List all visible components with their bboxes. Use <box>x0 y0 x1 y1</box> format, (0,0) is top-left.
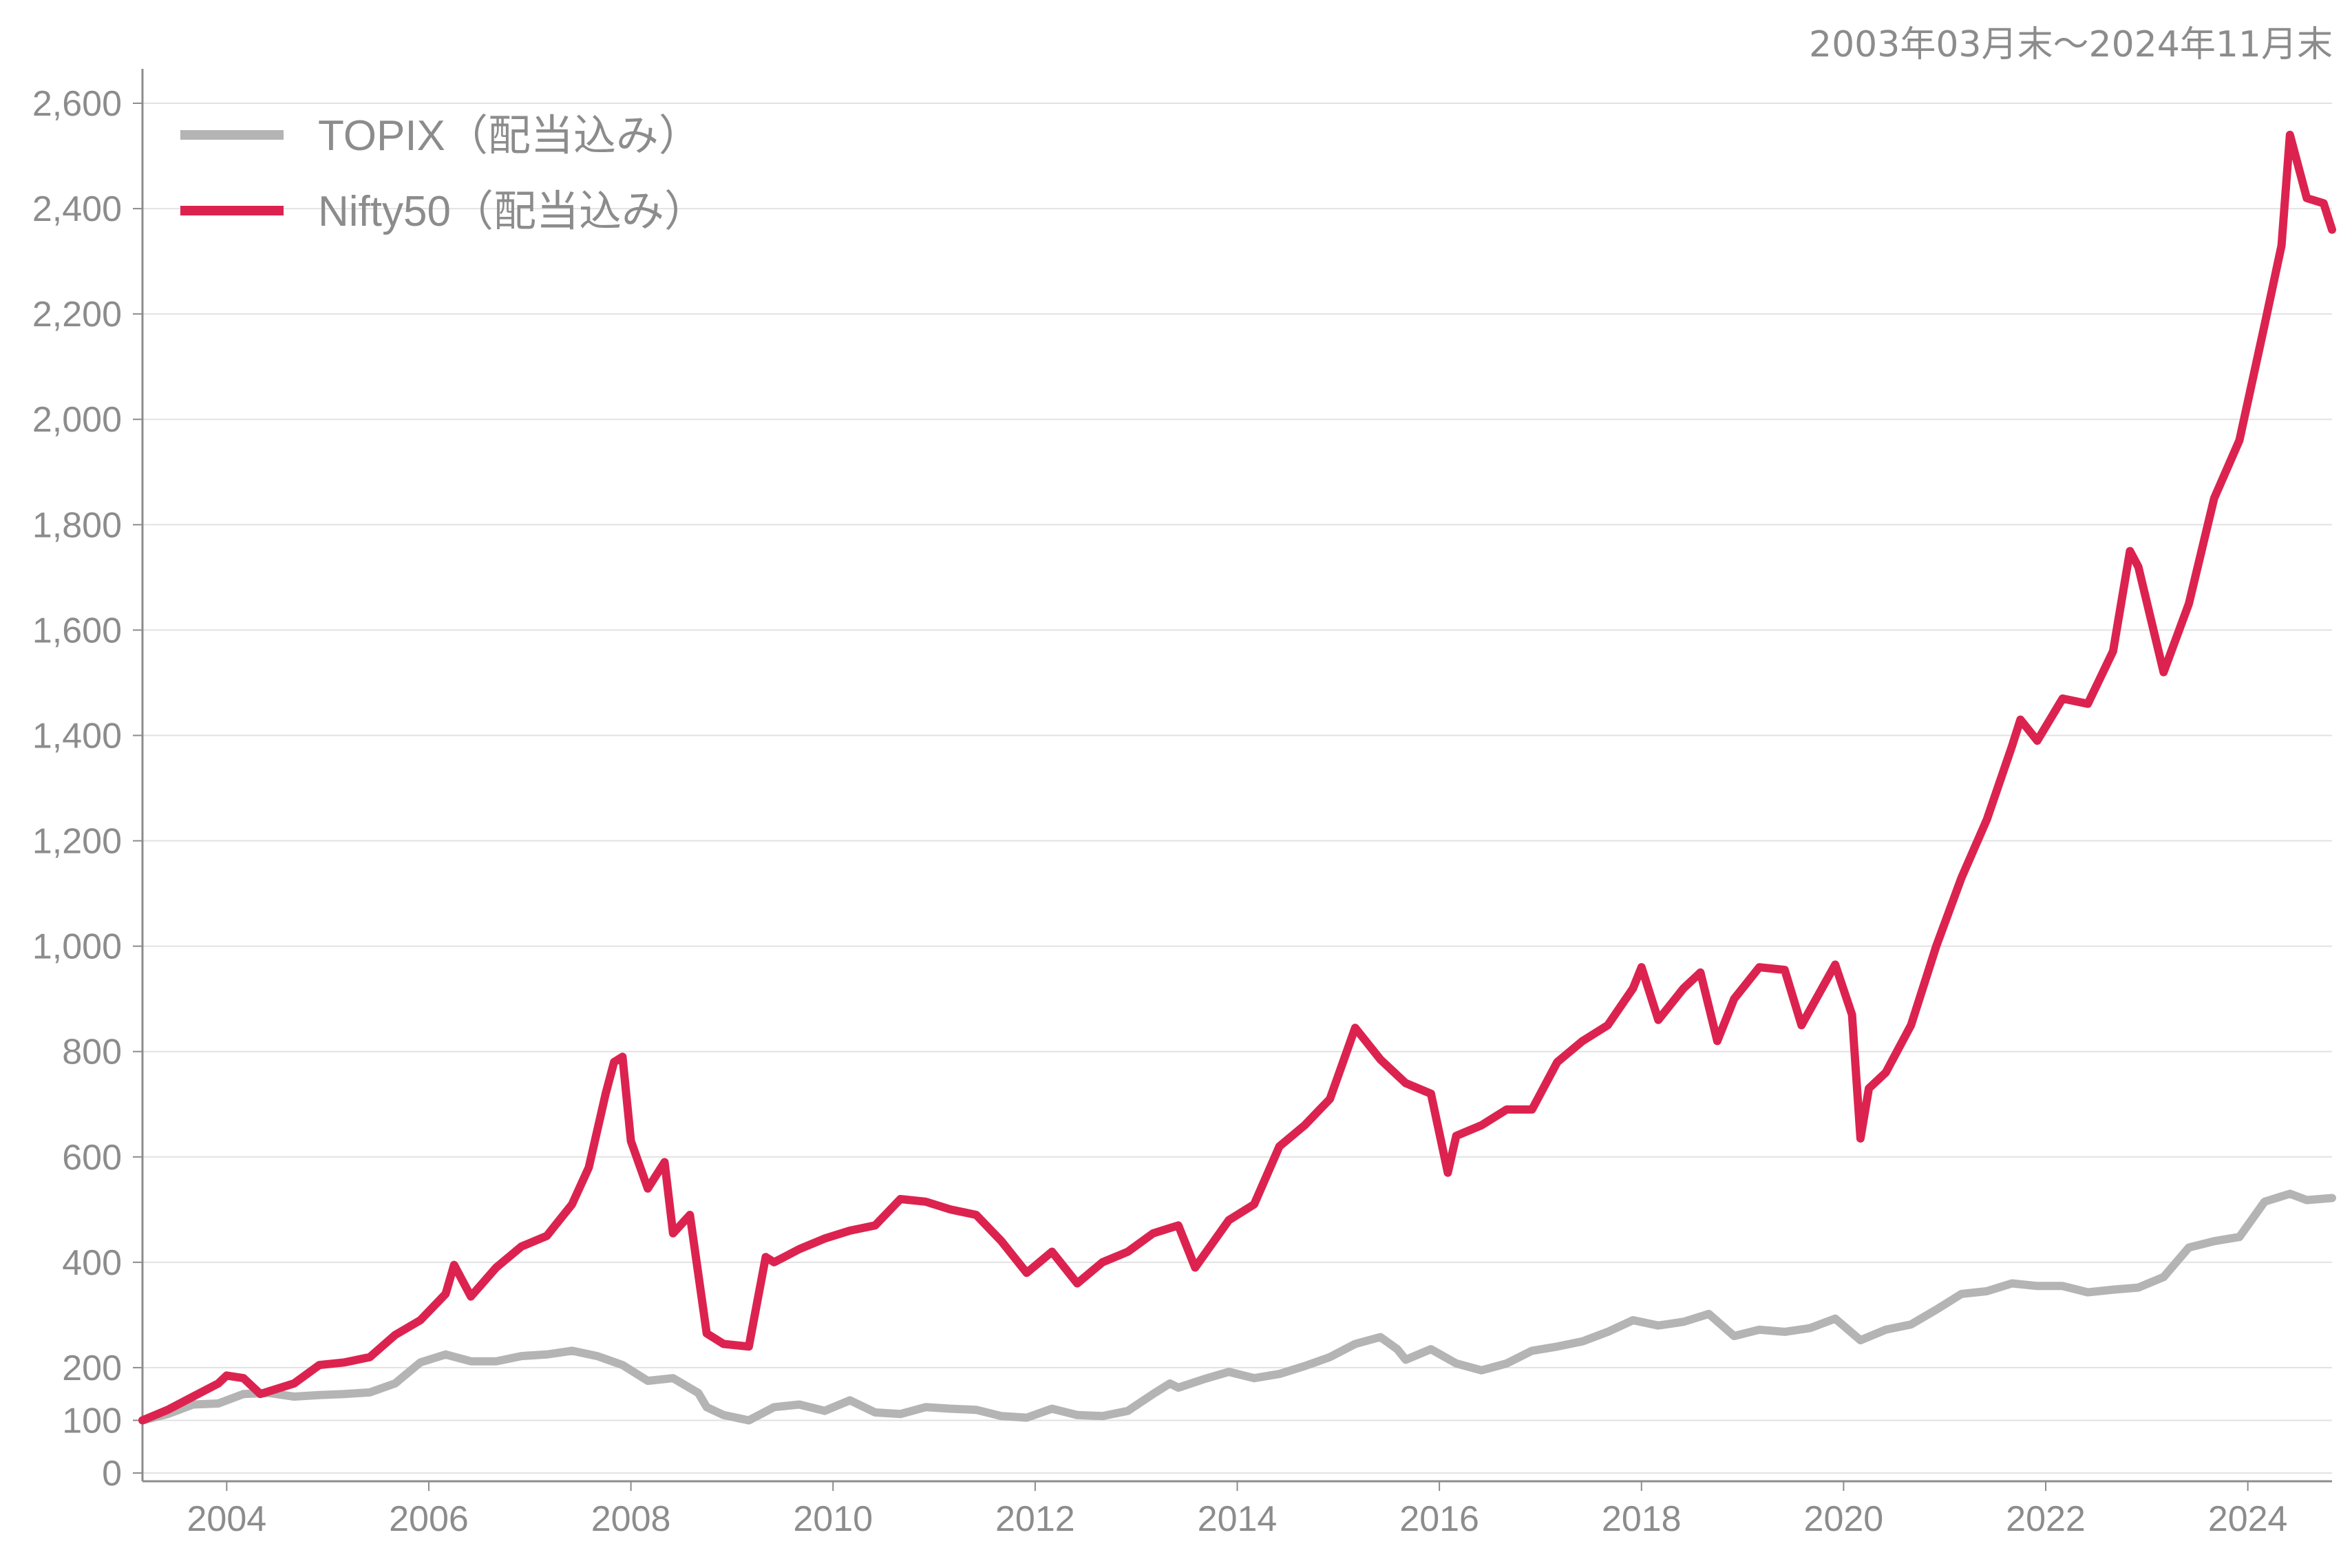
y-tick-label-100: 100 <box>62 1401 122 1441</box>
x-tick-label-2016: 2016 <box>1399 1499 1479 1539</box>
x-axis-ticks: 2004 2006 2008 2010 2012 2014 2016 2018 2020 2022… <box>187 1481 2288 1539</box>
x-tick-label-2008: 2008 <box>591 1499 671 1539</box>
series-line-topix <box>138 1189 2336 1425</box>
y-tick-label-1200: 1,200 <box>32 822 122 862</box>
y-tick-label-200: 200 <box>62 1348 122 1388</box>
y-tick-label-2200: 2,200 <box>32 295 122 335</box>
period-note: 2003年03月末〜2024年11月末 <box>1808 24 2333 65</box>
legend-label-topix: TOPIX（配当込み） <box>318 112 701 160</box>
x-tick-label-2012: 2012 <box>995 1499 1075 1539</box>
x-tick-label-2006: 2006 <box>389 1499 469 1539</box>
y-tick-label-400: 400 <box>62 1243 122 1283</box>
legend: TOPIX（配当込み） Nifty50（配当込み） <box>180 112 707 235</box>
y-tick-label-0: 0 <box>102 1454 122 1494</box>
grid-lines <box>142 103 2332 1474</box>
y-tick-label-2600: 2,600 <box>32 84 122 124</box>
x-tick-label-2024: 2024 <box>2208 1499 2288 1539</box>
x-tick-label-2020: 2020 <box>1804 1499 1884 1539</box>
y-tick-label-1400: 1,400 <box>32 716 122 756</box>
x-tick-label-2022: 2022 <box>2006 1499 2086 1539</box>
series-line-nifty50 <box>138 130 2336 1425</box>
y-tick-label-2400: 2,400 <box>32 189 122 229</box>
x-tick-label-2018: 2018 <box>1602 1499 1682 1539</box>
y-tick-label-1800: 1,800 <box>32 505 122 545</box>
y-tick-label-1600: 1,600 <box>32 611 122 650</box>
y-tick-label-1000: 1,000 <box>32 927 122 967</box>
x-tick-label-2010: 2010 <box>793 1499 873 1539</box>
y-axis-ticks: 0 100 200 400 600 800 1,000 1,200 1,400 1,600 1,80… <box>32 84 142 1494</box>
y-tick-label-600: 600 <box>62 1138 122 1178</box>
series-lines <box>138 130 2336 1425</box>
x-tick-label-2014: 2014 <box>1198 1499 1278 1539</box>
legend-label-nifty: Nifty50（配当込み） <box>318 188 707 235</box>
x-tick-label-2004: 2004 <box>187 1499 267 1539</box>
y-tick-label-800: 800 <box>62 1032 122 1072</box>
y-tick-label-2000: 2,000 <box>32 400 122 440</box>
